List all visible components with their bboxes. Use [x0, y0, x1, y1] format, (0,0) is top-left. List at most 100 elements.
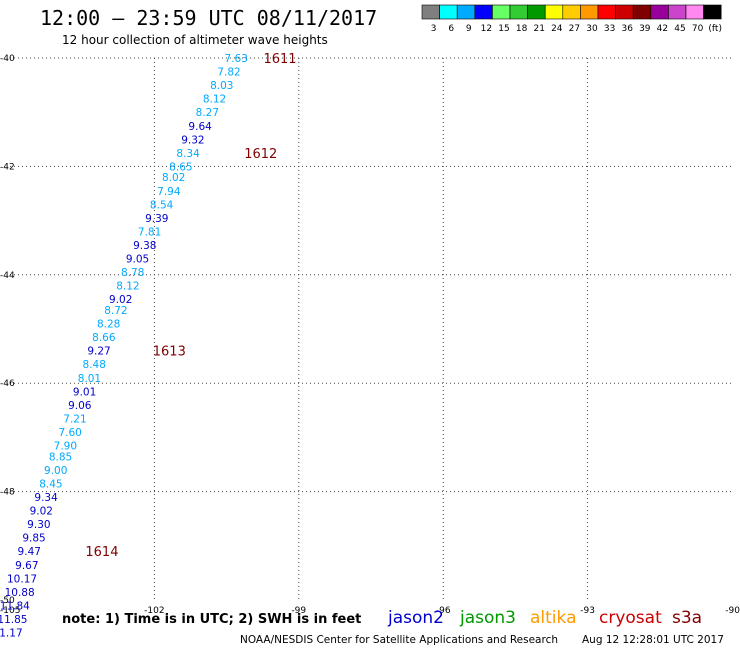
y-tick-label: -42: [0, 162, 15, 172]
swh-value: 8.03: [210, 80, 233, 92]
color-scale-label: 30: [586, 24, 598, 34]
swh-value: 7.94: [157, 186, 181, 198]
color-swatch: [597, 4, 616, 20]
color-scale-label: 6: [448, 24, 454, 34]
swh-value: 11.84: [0, 600, 30, 612]
color-scale-label: 27: [569, 24, 580, 34]
color-scale-label: 36: [621, 24, 633, 34]
swh-value: 8.01: [78, 373, 101, 385]
color-swatch: [527, 4, 546, 20]
x-tick-label: -102: [144, 606, 164, 616]
axis-ticks: -105 -102 -99 -96 -93 -90 -40 -42 -44 -46 -48 -50: [0, 54, 740, 616]
swh-value: 9.05: [126, 254, 149, 266]
time-label: 1613: [153, 345, 186, 360]
swh-value: 9.67: [15, 560, 38, 572]
swh-value: 8.02: [162, 172, 185, 184]
color-swatch: [456, 4, 476, 20]
color-scale-label: 42: [657, 24, 668, 34]
swh-value: 8.65: [169, 161, 192, 173]
swh-value: 11.85: [0, 614, 27, 626]
satellite-s3a: s3a: [672, 608, 703, 628]
color-scale-label: 33: [604, 24, 615, 34]
swh-value: 9.02: [109, 294, 132, 306]
color-scale-label: 24: [551, 24, 563, 34]
swh-value: 7.63: [225, 53, 248, 65]
satellite-altika: altika: [530, 608, 577, 628]
color-swatch: [492, 4, 511, 20]
color-swatch: [650, 4, 669, 20]
swh-value: 8.66: [92, 332, 116, 344]
chart-title: 12:00 – 23:59 UTC 08/11/2017: [40, 6, 378, 30]
y-tick-label: -44: [0, 271, 15, 281]
color-swatch: [615, 4, 634, 20]
y-tick-label: -48: [0, 488, 15, 498]
swh-value: 9.64: [188, 121, 212, 133]
swh-value: 9.32: [181, 134, 204, 146]
chart-grid: [10, 57, 732, 600]
swh-value: 8.78: [121, 267, 144, 279]
swh-value: 8.48: [83, 359, 106, 371]
x-tick-label: -93: [580, 606, 595, 616]
color-swatch: [544, 4, 564, 20]
color-scale-label: 70: [692, 24, 704, 34]
color-scale-label: (ft): [708, 24, 722, 34]
swh-value: 11.17: [0, 628, 23, 640]
swh-value: 10.17: [7, 573, 37, 585]
x-tick-label: -90: [725, 606, 740, 616]
time-label: 1614: [85, 545, 118, 560]
color-scale-label: 9: [466, 24, 472, 34]
swh-value: 8.12: [203, 94, 226, 106]
satellite-cryosat: cryosat: [599, 608, 662, 628]
x-tick-label: -99: [291, 606, 306, 616]
chart-subtitle: 12 hour collection of altimeter wave hei…: [62, 33, 328, 47]
swh-value: 7.60: [58, 427, 81, 439]
satellite-jason3: jason3: [460, 608, 516, 628]
swh-value: 9.02: [30, 506, 53, 518]
y-tick-label: -46: [0, 379, 15, 389]
color-scale-label: 15: [498, 24, 509, 34]
credit-text: NOAA/NESDIS Center for Satellite Applica…: [240, 634, 558, 646]
swh-value: 7.81: [138, 226, 161, 238]
swh-value: 9.85: [22, 533, 45, 545]
swh-value: 9.01: [73, 386, 96, 398]
color-scale-label: 12: [481, 24, 492, 34]
color-scale-label: 3: [431, 24, 437, 34]
x-tick-label: -96: [436, 606, 451, 616]
swh-value: 9.39: [145, 213, 168, 225]
color-swatch: [685, 4, 704, 20]
color-swatch: [439, 4, 458, 20]
swh-value: 8.27: [196, 107, 219, 119]
swh-value: 8.85: [49, 451, 72, 463]
swh-value: 9.47: [18, 546, 41, 558]
swh-value: 8.12: [116, 281, 139, 293]
swh-value: 8.72: [104, 305, 127, 317]
color-swatch: [703, 4, 722, 20]
color-scale-label: 18: [516, 24, 528, 34]
color-swatch: [632, 4, 652, 20]
x-tick-label: -105: [0, 606, 20, 616]
data-points: 7.637.828.038.128.279.649.328.348.658.02…: [0, 53, 248, 640]
y-tick-label: -50: [0, 596, 15, 606]
swh-value: 8.45: [39, 478, 62, 490]
satellite-jason2: jason2: [388, 608, 444, 628]
color-scale-legend: 3 6 9 12 15 18 21 24 27 30 33 36 39 42 45 70 (ft): [421, 4, 722, 34]
color-swatch: [562, 4, 581, 20]
color-swatch: [668, 4, 687, 20]
swh-value: 7.82: [217, 67, 240, 79]
swh-value: 8.54: [150, 199, 174, 211]
color-scale-label: 39: [639, 24, 651, 34]
swh-value: 7.21: [63, 413, 86, 425]
swh-value: 9.00: [44, 465, 67, 477]
color-swatch: [580, 4, 599, 20]
swh-value: 8.34: [176, 148, 200, 160]
swh-value: 9.30: [27, 519, 50, 531]
color-swatch: [474, 4, 493, 20]
swh-value: 8.28: [97, 319, 120, 331]
color-swatch: [421, 4, 440, 20]
color-scale-label: 21: [533, 24, 544, 34]
swh-value: 9.06: [68, 400, 92, 412]
swh-value: 9.27: [87, 346, 110, 358]
time-label: 1612: [244, 147, 277, 162]
swh-value: 10.88: [5, 587, 35, 599]
